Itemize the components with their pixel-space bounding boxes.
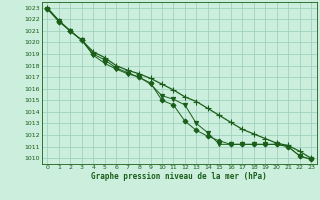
X-axis label: Graphe pression niveau de la mer (hPa): Graphe pression niveau de la mer (hPa) xyxy=(91,172,267,181)
